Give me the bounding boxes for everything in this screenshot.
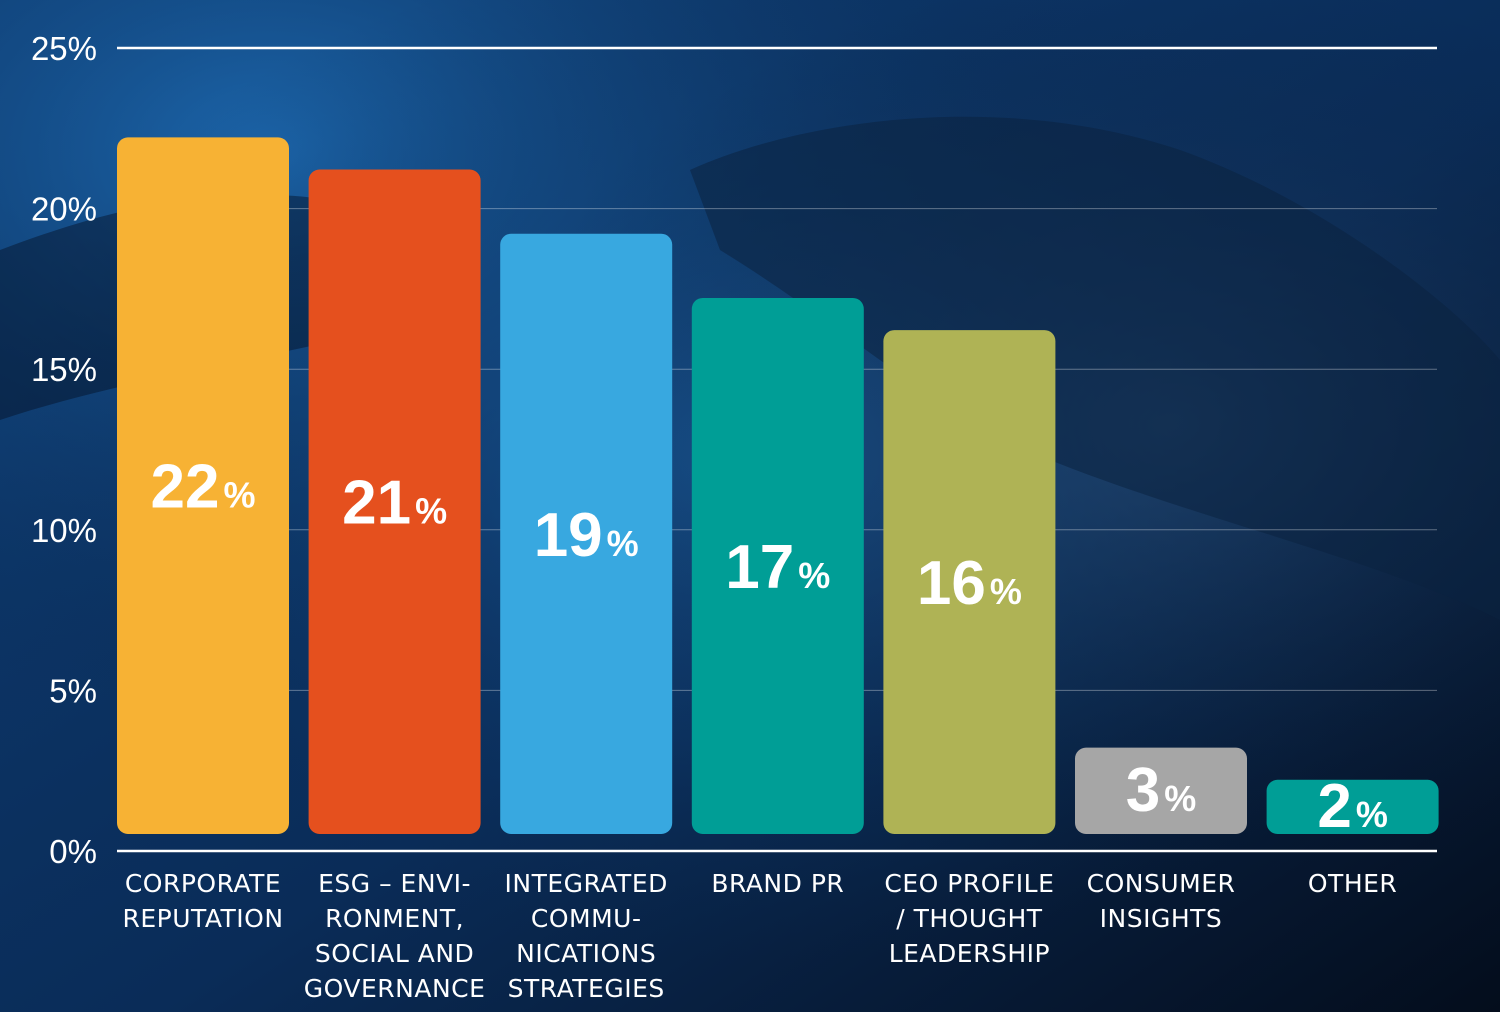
bar-value-label: 19% xyxy=(534,501,639,570)
bar-value-label: 21% xyxy=(342,469,447,538)
category-label: BRAND PR xyxy=(711,869,844,898)
y-tick-label: 10% xyxy=(31,512,97,549)
x-axis-categories: CORPORATE REPUTATION ESG – ENVI-RONMENT, SO… xyxy=(122,869,1397,1003)
bar xyxy=(308,169,481,835)
category-label: OTHER xyxy=(1308,869,1397,898)
bar xyxy=(883,330,1056,834)
category-label: INTEGRATED COMMU-NICATIONS STRATEGIES xyxy=(505,869,668,1003)
bar xyxy=(117,137,289,835)
bars: 22% 21% 19% 17% 16 % 3% 2% xyxy=(117,137,1439,841)
bar-value-label: 2% xyxy=(1317,772,1388,841)
bar xyxy=(1266,779,1439,834)
category-label: ESG – ENVI-RONMENT, SOCIAL AND GOVERNANCE xyxy=(304,869,486,1003)
y-tick-label: 0% xyxy=(49,833,97,870)
bar xyxy=(500,233,673,835)
category-label: CONSUMER INSIGHTS xyxy=(1087,869,1236,933)
y-tick-label: 25% xyxy=(31,30,97,67)
bar xyxy=(691,297,864,835)
y-tick-label: 20% xyxy=(31,191,97,228)
y-axis: 0% 5% 10% 15% 20% 25% xyxy=(31,30,97,870)
y-tick-label: 15% xyxy=(31,351,97,388)
bar-value-label: 22% xyxy=(151,453,256,522)
bar-value-label: 16% xyxy=(917,549,1022,618)
category-label: CEO PROFILE / THOUGHT LEADERSHIP xyxy=(884,869,1054,968)
bar xyxy=(1075,747,1247,834)
y-tick-label: 5% xyxy=(49,672,97,709)
bar-value-label: 3% xyxy=(1126,756,1197,825)
category-label: CORPORATE REPUTATION xyxy=(122,869,283,933)
bar-value-label: 17% xyxy=(725,533,830,602)
